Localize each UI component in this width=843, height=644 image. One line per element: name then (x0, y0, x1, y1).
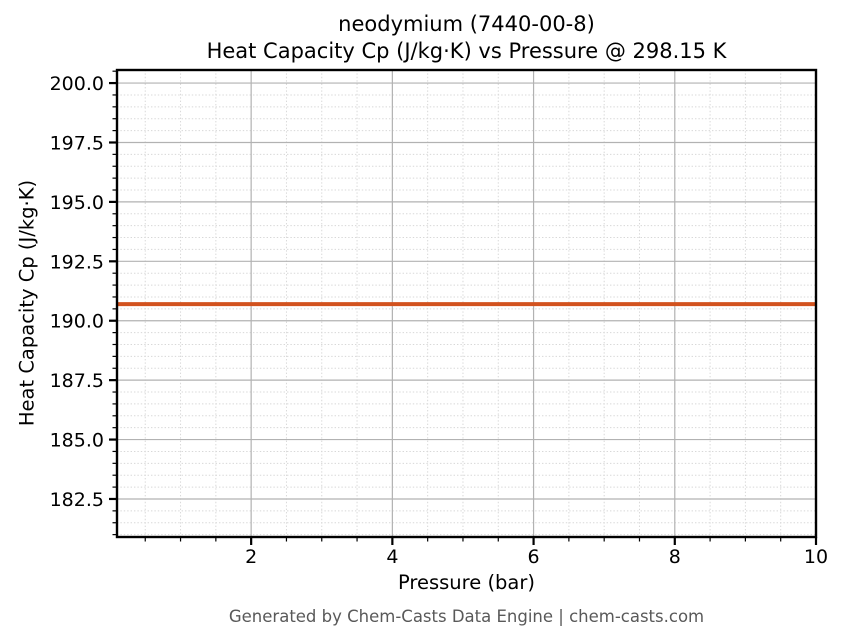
y-tick-label: 200.0 (50, 73, 104, 95)
chart-title: neodymium (7440-00-8) Heat Capacity Cp (… (117, 11, 816, 65)
y-axis-label: Heat Capacity Cp (J/kg·K) (15, 179, 39, 427)
x-axis-label: Pressure (bar) (397, 571, 536, 594)
footer-credit: Generated by Chem-Casts Data Engine | ch… (228, 607, 705, 626)
y-tick-label: 182.5 (50, 489, 104, 511)
y-tick-label: 185.0 (50, 430, 104, 452)
y-tick-label: 197.5 (50, 132, 104, 154)
y-tick-label: 187.5 (50, 370, 104, 392)
x-tick-label: 8 (669, 546, 681, 568)
plot-border (115, 68, 818, 539)
y-tick-label: 192.5 (50, 251, 104, 273)
x-tick-label: 2 (245, 546, 257, 568)
chart-title-line-1: neodymium (7440-00-8) (338, 12, 595, 36)
y-tick-label: 195.0 (50, 192, 104, 214)
x-tick-label: 4 (386, 546, 398, 568)
chart-title-line-2: Heat Capacity Cp (J/kg·K) vs Pressure @ … (206, 39, 727, 63)
x-tick-label: 10 (804, 546, 828, 568)
x-tick-label: 6 (528, 546, 540, 568)
y-tick-label: 190.0 (50, 311, 104, 333)
